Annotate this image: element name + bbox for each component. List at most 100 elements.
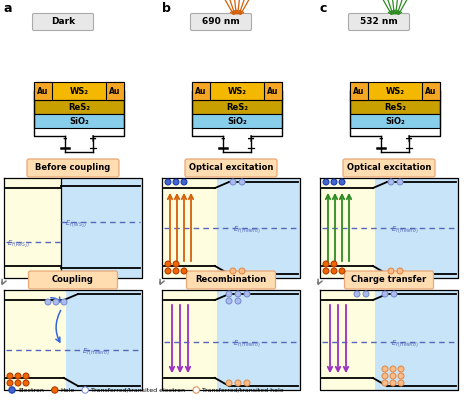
Circle shape: [244, 291, 250, 297]
Circle shape: [391, 291, 397, 297]
Circle shape: [323, 268, 329, 274]
Circle shape: [193, 387, 200, 393]
Circle shape: [388, 179, 394, 185]
Text: SiO₂: SiO₂: [385, 116, 405, 125]
Circle shape: [173, 261, 179, 267]
FancyBboxPatch shape: [4, 178, 61, 278]
Text: Recombination: Recombination: [195, 276, 266, 285]
Text: Dark: Dark: [51, 17, 75, 27]
Circle shape: [323, 261, 329, 267]
Text: $E_{F(WS_2)}$: $E_{F(WS_2)}$: [65, 218, 87, 229]
FancyBboxPatch shape: [350, 114, 440, 128]
Circle shape: [331, 179, 337, 185]
Circle shape: [7, 380, 13, 386]
Circle shape: [390, 373, 396, 379]
FancyBboxPatch shape: [192, 82, 282, 100]
FancyBboxPatch shape: [192, 82, 210, 100]
Text: +: +: [247, 134, 255, 144]
FancyBboxPatch shape: [191, 13, 252, 31]
Circle shape: [53, 299, 59, 305]
Circle shape: [61, 299, 67, 305]
FancyBboxPatch shape: [350, 100, 440, 114]
Circle shape: [165, 268, 171, 274]
Text: SiO₂: SiO₂: [69, 116, 89, 125]
FancyBboxPatch shape: [34, 100, 124, 114]
Circle shape: [398, 380, 404, 386]
Circle shape: [235, 291, 241, 297]
Circle shape: [398, 373, 404, 379]
Text: Au: Au: [353, 87, 365, 96]
Text: ReS₂: ReS₂: [68, 102, 90, 112]
Text: Transferred/transited hole: Transferred/transited hole: [202, 388, 284, 393]
Text: Charge transfer: Charge transfer: [351, 276, 427, 285]
FancyBboxPatch shape: [375, 178, 458, 278]
FancyBboxPatch shape: [185, 159, 277, 177]
Text: b: b: [162, 2, 171, 15]
Text: +: +: [405, 134, 413, 144]
Circle shape: [323, 179, 329, 185]
FancyBboxPatch shape: [217, 290, 300, 390]
FancyBboxPatch shape: [320, 178, 387, 278]
Circle shape: [15, 380, 21, 386]
Circle shape: [45, 299, 51, 305]
FancyBboxPatch shape: [320, 290, 387, 390]
FancyBboxPatch shape: [28, 271, 118, 289]
FancyBboxPatch shape: [162, 290, 229, 390]
Text: 532 nm: 532 nm: [360, 17, 398, 27]
Circle shape: [382, 366, 388, 372]
Circle shape: [173, 268, 179, 274]
Text: Hole: Hole: [61, 388, 75, 393]
Text: $E_{F(Hetero)}$: $E_{F(Hetero)}$: [82, 347, 110, 357]
Circle shape: [165, 179, 171, 185]
Circle shape: [181, 268, 187, 274]
Circle shape: [331, 261, 337, 267]
Circle shape: [9, 387, 15, 393]
Text: SiO₂: SiO₂: [227, 116, 247, 125]
Text: Electron: Electron: [18, 388, 44, 393]
Text: $E_{F(Hetero)}$: $E_{F(Hetero)}$: [233, 224, 261, 235]
Text: ReS₂: ReS₂: [226, 102, 248, 112]
Text: $E_{F(Hetero)}$: $E_{F(Hetero)}$: [233, 339, 261, 349]
FancyBboxPatch shape: [61, 178, 142, 278]
Circle shape: [181, 179, 187, 185]
Circle shape: [382, 373, 388, 379]
Circle shape: [363, 291, 369, 297]
FancyBboxPatch shape: [192, 100, 282, 114]
Text: -: -: [63, 134, 67, 144]
FancyBboxPatch shape: [217, 178, 300, 278]
Circle shape: [397, 179, 403, 185]
Circle shape: [230, 268, 236, 274]
Circle shape: [82, 387, 88, 393]
FancyBboxPatch shape: [375, 290, 458, 390]
Text: Au: Au: [425, 87, 437, 96]
Circle shape: [390, 366, 396, 372]
Circle shape: [23, 373, 29, 379]
FancyBboxPatch shape: [27, 159, 119, 177]
Circle shape: [239, 179, 245, 185]
FancyBboxPatch shape: [422, 82, 440, 100]
FancyBboxPatch shape: [33, 13, 93, 31]
Text: Coupling: Coupling: [52, 276, 94, 285]
FancyBboxPatch shape: [4, 290, 78, 390]
Text: Before coupling: Before coupling: [36, 164, 110, 172]
Text: Transferred/transited electron: Transferred/transited electron: [91, 388, 185, 393]
Circle shape: [15, 373, 21, 379]
FancyBboxPatch shape: [343, 159, 435, 177]
Text: Au: Au: [195, 87, 207, 96]
Circle shape: [398, 366, 404, 372]
Circle shape: [226, 298, 232, 304]
Circle shape: [331, 268, 337, 274]
Circle shape: [230, 179, 236, 185]
FancyBboxPatch shape: [106, 82, 124, 100]
Text: $E_{F(Hetero)}$: $E_{F(Hetero)}$: [391, 339, 419, 349]
Text: c: c: [320, 2, 328, 15]
Circle shape: [226, 380, 232, 386]
Text: Au: Au: [267, 87, 279, 96]
FancyBboxPatch shape: [264, 82, 282, 100]
Circle shape: [239, 268, 245, 274]
Circle shape: [390, 380, 396, 386]
FancyBboxPatch shape: [192, 114, 282, 128]
Circle shape: [235, 298, 241, 304]
Text: 690 nm: 690 nm: [202, 17, 240, 27]
Circle shape: [397, 268, 403, 274]
